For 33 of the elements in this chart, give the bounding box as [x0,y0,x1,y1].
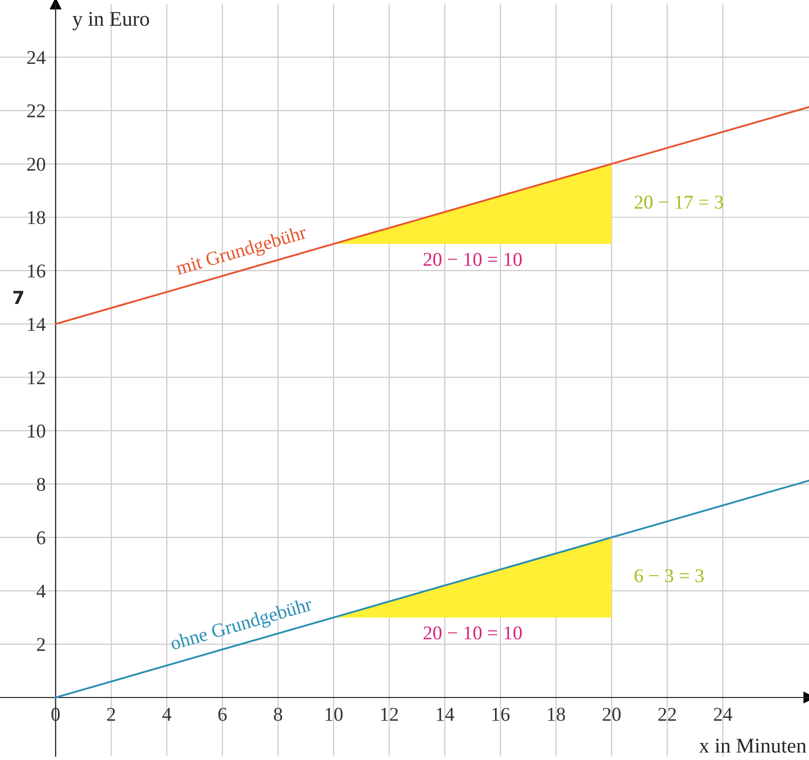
y-tick-label: 12 [28,371,45,384]
y-tick-label: 8 [36,478,46,491]
y-tick-label: 18 [28,211,46,224]
x-tick-label: 18 [548,708,565,721]
line-series [54,480,809,698]
x-axis-title: x in Minuten [699,738,806,753]
y-tick-label: 4 [36,584,46,598]
x-tick-label: 12 [381,708,398,721]
x-tick-label: 4 [162,708,172,721]
x-tick-label: 6 [218,708,227,721]
annotation: 20 − 17 = 3 [634,196,724,209]
x-tick-label: 22 [658,708,676,721]
x-tick-label: 10 [326,708,343,721]
y-tick-label: 20 [27,158,46,171]
annotation: 7 [13,290,24,304]
x-tick-label: 20 [602,708,621,721]
y-tick-label: 2 [37,638,45,651]
x-tick-label: 2 [107,708,115,721]
y-tick-label: 6 [36,531,46,544]
annotation: 6 − 3 = 3 [634,569,704,582]
line-series [54,106,809,325]
y-tick-label: 24 [27,51,46,64]
annotation: 20 − 10 = 10 [424,252,522,266]
x-tick-label: 16 [492,708,510,721]
y-tick-label: 22 [27,104,45,118]
y-tick-label: 14 [28,318,46,331]
x-tick-label: 14 [436,708,454,721]
y-tick-label: 16 [28,264,46,278]
x-tick-label: 24 [714,708,732,721]
y-tick-label: 10 [28,424,46,438]
x-tick-label: 8 [274,708,282,721]
y-axis-title: y in Euro [72,12,150,30]
annotation: 20 − 10 = 10 [424,626,522,640]
